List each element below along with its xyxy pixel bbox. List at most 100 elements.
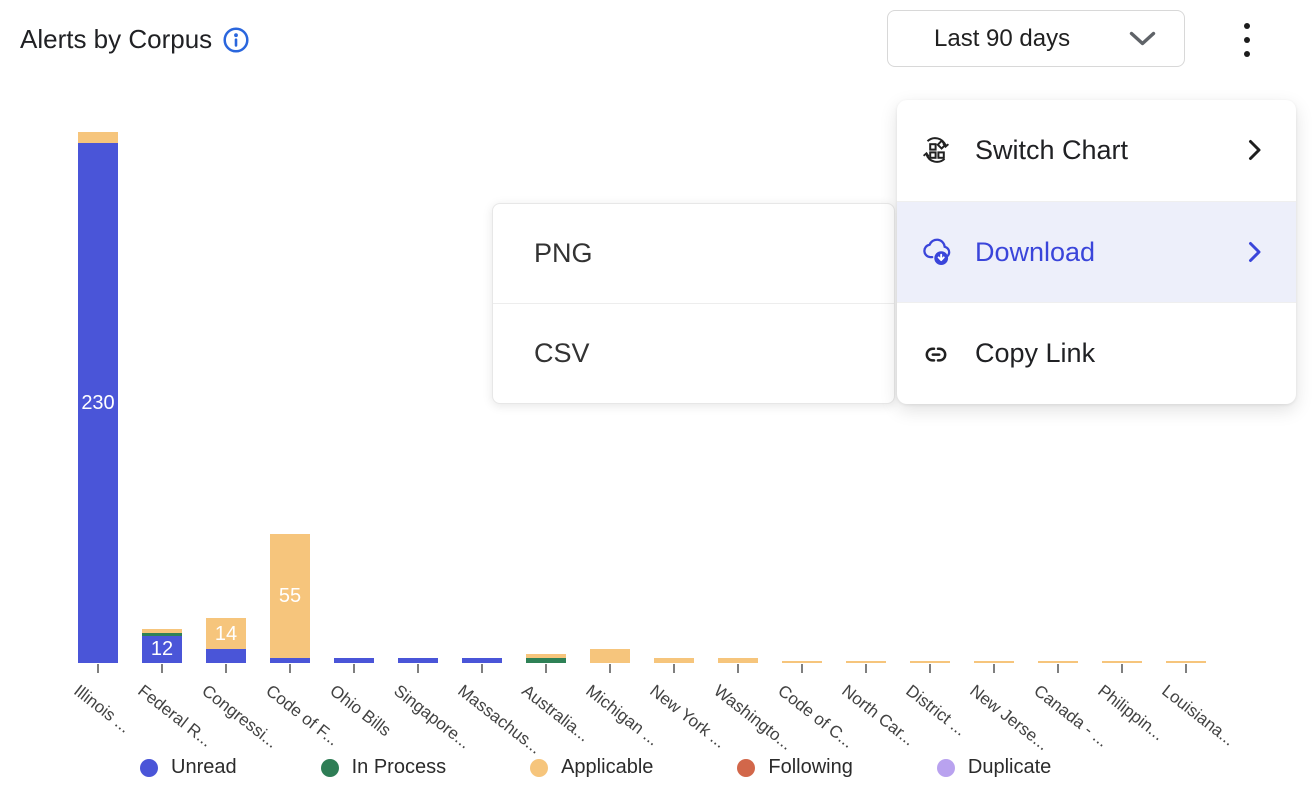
bar-17[interactable] (1166, 660, 1206, 663)
axis-tick (609, 664, 611, 673)
bar-11[interactable] (782, 660, 822, 663)
category-label: Louisiana... (1158, 681, 1239, 750)
bar-6[interactable] (462, 658, 502, 663)
bar-1[interactable]: 12 (142, 628, 182, 663)
axis-tick (1185, 664, 1187, 673)
bar-value-label: 12 (150, 638, 174, 661)
menu-item-copy-link[interactable]: Copy Link (897, 303, 1296, 404)
info-icon[interactable] (222, 26, 250, 54)
bar-10[interactable] (718, 658, 758, 663)
bar-segment-applicable[interactable] (654, 658, 694, 663)
more-options-button[interactable] (1234, 14, 1260, 66)
axis-tick (161, 664, 163, 673)
bar-15[interactable] (1038, 660, 1078, 663)
bar-segment-unread[interactable] (398, 658, 438, 663)
date-range-dropdown[interactable]: Last 90 days (887, 10, 1185, 67)
legend-label: Applicable (561, 756, 654, 778)
axis-tick (353, 664, 355, 673)
bar-segment-applicable[interactable] (1038, 660, 1078, 663)
bar-value-label: 230 (81, 392, 115, 415)
axis-tick (801, 664, 803, 673)
menu-item-csv[interactable]: CSV (493, 304, 894, 403)
bar-segment-applicable[interactable] (846, 660, 886, 663)
menu-item-copy-link-label: Copy Link (975, 338, 1096, 369)
menu-item-switch-chart-label: Switch Chart (975, 134, 1129, 165)
bar-7[interactable] (526, 653, 566, 663)
legend-item[interactable]: Unread (140, 756, 237, 779)
bar-13[interactable] (910, 660, 950, 663)
bar-segment-applicable[interactable] (1166, 660, 1206, 663)
axis-tick (865, 664, 867, 673)
chevron-right-icon (1248, 241, 1262, 263)
axis-tick (1057, 664, 1059, 673)
menu-item-switch-chart[interactable]: Switch Chart (897, 100, 1296, 202)
axis-tick (993, 664, 995, 673)
legend-swatch-following (737, 758, 756, 777)
bar-2[interactable]: 14 (206, 617, 246, 663)
legend-item[interactable]: Applicable (530, 756, 653, 779)
bar-5[interactable] (398, 658, 438, 663)
kebab-dot (1244, 37, 1250, 43)
bar-segment-unread[interactable] (462, 658, 502, 663)
chart-context-menu: Switch Chart Download (897, 100, 1296, 404)
legend-item[interactable]: Following (737, 756, 853, 779)
bar-segment-applicable[interactable]: 55 (270, 534, 310, 659)
bar-0[interactable]: 230 (78, 131, 118, 663)
bar-9[interactable] (654, 658, 694, 663)
bar-value-label: 14 (214, 622, 238, 645)
legend-swatch-in-process (320, 758, 339, 777)
legend-label: Duplicate (967, 756, 1052, 778)
legend-label: Unread (171, 756, 237, 778)
legend-label: Following (768, 756, 853, 778)
bar-segment-applicable[interactable] (590, 649, 630, 663)
copy-link-icon (919, 338, 953, 370)
bar-segment-unread[interactable]: 230 (78, 143, 118, 663)
bar-segment-applicable[interactable]: 14 (206, 617, 246, 650)
bar-14[interactable] (974, 660, 1014, 663)
bar-8[interactable] (590, 649, 630, 663)
chart-header: Alerts by Corpus (20, 24, 250, 55)
axis-tick (673, 664, 675, 673)
axis-tick (289, 664, 291, 673)
bar-4[interactable] (334, 658, 374, 663)
bar-segment-unread[interactable]: 12 (142, 635, 182, 663)
menu-item-download[interactable]: Download (897, 201, 1296, 304)
kebab-dot (1244, 51, 1250, 57)
bar-segment-applicable[interactable] (910, 660, 950, 663)
menu-item-download-label: Download (975, 236, 1096, 267)
axis-tick (737, 664, 739, 673)
bar-segment-in-process[interactable] (142, 633, 182, 636)
bar-segment-in-process[interactable] (526, 658, 566, 663)
axis-tick (225, 664, 227, 673)
legend-item[interactable]: Duplicate (936, 756, 1052, 779)
bar-segment-applicable[interactable] (78, 131, 118, 144)
switch-chart-icon (919, 134, 953, 166)
bar-segment-unread[interactable] (334, 658, 374, 663)
bar-segment-unread[interactable] (206, 649, 246, 663)
bar-segment-applicable[interactable] (1102, 660, 1142, 663)
chart-title: Alerts by Corpus (20, 24, 213, 54)
menu-item-png[interactable]: PNG (493, 204, 894, 304)
axis-tick (1121, 664, 1123, 673)
bar-3[interactable]: 55 (270, 534, 310, 663)
legend-label: In Process (351, 756, 447, 778)
bar-16[interactable] (1102, 660, 1142, 663)
category-label: Illinois ... (70, 681, 135, 737)
bar-segment-applicable[interactable] (974, 660, 1014, 663)
legend-item[interactable]: In Process (320, 756, 447, 779)
bar-segment-unread[interactable] (270, 658, 310, 663)
chart-legend: Unread In Process Applicable Following D… (140, 756, 1051, 779)
bar-segment-applicable[interactable] (526, 653, 566, 659)
bar-segment-applicable[interactable] (142, 628, 182, 634)
legend-swatch-applicable (530, 758, 549, 777)
kebab-dot (1244, 23, 1250, 29)
bar-value-label: 55 (278, 585, 302, 608)
axis-tick (417, 664, 419, 673)
bar-12[interactable] (846, 660, 886, 663)
menu-item-csv-label: CSV (534, 338, 590, 368)
download-icon (919, 236, 953, 268)
bar-segment-applicable[interactable] (718, 658, 758, 663)
download-submenu: PNG CSV (492, 203, 895, 404)
bar-segment-applicable[interactable] (782, 660, 822, 663)
